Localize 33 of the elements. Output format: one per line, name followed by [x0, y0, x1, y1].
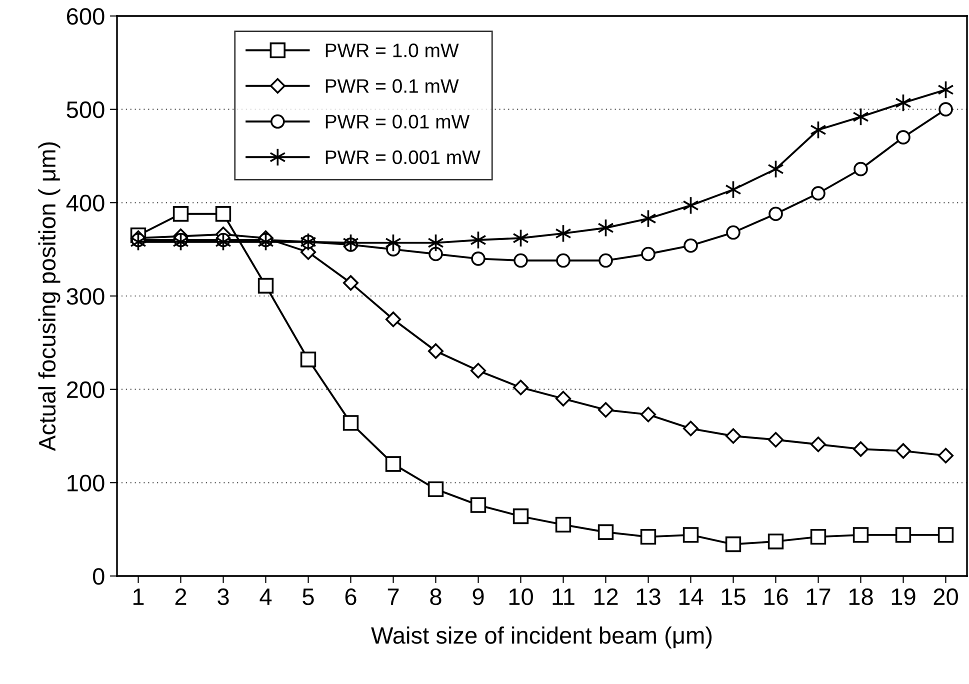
x-tick-label: 14 [679, 588, 704, 605]
x-tick-label: 6 [345, 588, 356, 606]
y-tick-label: 0 [92, 568, 104, 585]
y-tick-label: 600 [67, 8, 104, 25]
y-tick-label: 500 [66, 101, 104, 118]
x-tick-label: 3 [218, 588, 229, 606]
x-tick-label: 1 [133, 588, 144, 605]
x-tick-label: 9 [472, 588, 484, 606]
x-tick-label: 8 [430, 588, 442, 606]
y-tick-label: 200 [66, 381, 104, 398]
x-tick-label: 17 [806, 588, 830, 605]
x-tick-label: 5 [302, 588, 314, 606]
x-tick-label: 4 [260, 588, 272, 605]
x-tick-label: 2 [175, 588, 186, 605]
x-axis-title: Waist size of incident beam (μm) [371, 626, 712, 648]
x-tick-label: 19 [892, 588, 916, 606]
x-tick-label: 12 [594, 588, 618, 605]
legend-label: PWR = 0.01 mW [326, 114, 470, 129]
x-tick-label: 16 [764, 588, 788, 606]
x-tick-label: 13 [636, 588, 660, 606]
x-tick-label: 18 [849, 588, 873, 606]
y-tick-label: 300 [66, 288, 104, 305]
y-tick-label: 400 [66, 194, 104, 212]
x-tick-label: 15 [722, 588, 746, 606]
legend-label: PWR = 1.0 mW [326, 44, 459, 58]
legend-label: PWR = 0.001 mW [326, 150, 480, 164]
x-tick-label: 10 [509, 588, 533, 606]
y-tick-label: 100 [68, 474, 104, 492]
x-tick-label: 20 [934, 588, 958, 606]
x-tick-label: 7 [388, 588, 399, 605]
y-axis-title: Actual focusing position ( μm) [38, 142, 60, 452]
legend-label: PWR = 0.1 mW [326, 79, 459, 93]
x-tick-label: 11 [552, 588, 574, 605]
